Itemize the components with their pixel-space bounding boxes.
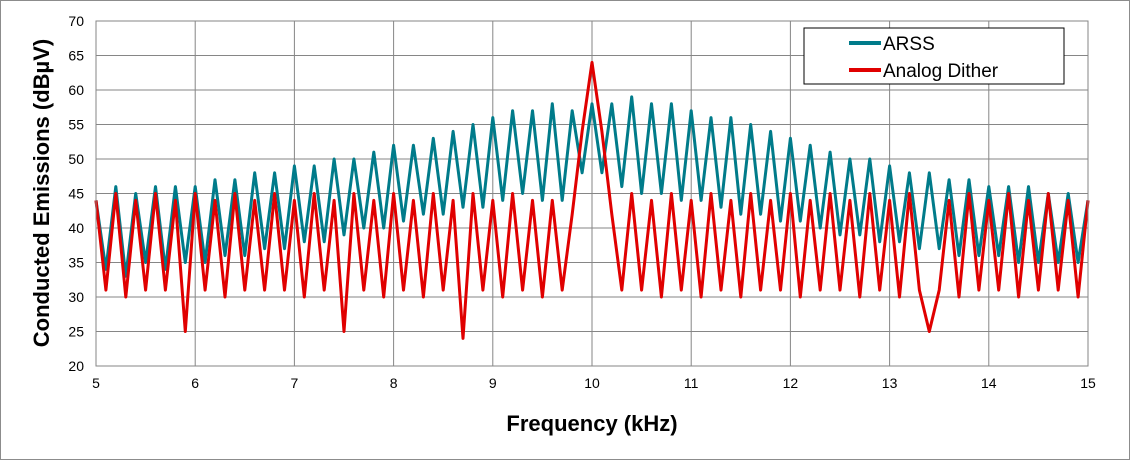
tick-labels: 5 6 7 8 9 10 11 12 13 14 15 20 25 30 35 40 45 50 55 60 65 70: [68, 13, 1096, 391]
x-axis-title: Frequency (kHz): [506, 411, 677, 436]
x-tick-label: 8: [390, 375, 398, 391]
x-tick-label: 12: [783, 375, 799, 391]
x-tick-label: 7: [291, 375, 299, 391]
x-tick-label: 10: [584, 375, 600, 391]
y-tick-label: 35: [68, 255, 84, 271]
x-tick-label: 15: [1080, 375, 1096, 391]
y-tick-label: 60: [68, 82, 84, 98]
series-layer: [94, 60, 1090, 340]
y-tick-label: 50: [68, 151, 84, 167]
x-tick-label: 13: [882, 375, 898, 391]
series-line-analog-dither: [94, 60, 1090, 340]
series-line-arss: [94, 95, 1090, 278]
legend-label-analog-dither: Analog Dither: [883, 61, 999, 82]
x-tick-label: 5: [92, 375, 100, 391]
y-axis-title: Conducted Emissions (dBµV): [29, 39, 54, 347]
legend-box: [803, 27, 1065, 85]
x-tick-label: 9: [489, 375, 497, 391]
x-tick-label: 14: [981, 375, 997, 391]
y-tick-label: 55: [68, 117, 84, 133]
x-tick-label: 11: [684, 375, 699, 391]
y-tick-label: 65: [68, 48, 84, 64]
plot-area-border: [95, 20, 1089, 367]
legend-label-arss: ARSS: [883, 34, 935, 55]
y-tick-label: 70: [68, 13, 84, 29]
y-tick-label: 20: [68, 358, 84, 374]
legend: ARSS Analog Dither: [803, 27, 1065, 85]
y-tick-label: 30: [68, 289, 84, 305]
y-tick-label: 45: [68, 186, 84, 202]
x-tick-label: 6: [191, 375, 199, 391]
y-tick-label: 40: [68, 220, 84, 236]
y-tick-label: 25: [68, 324, 84, 340]
